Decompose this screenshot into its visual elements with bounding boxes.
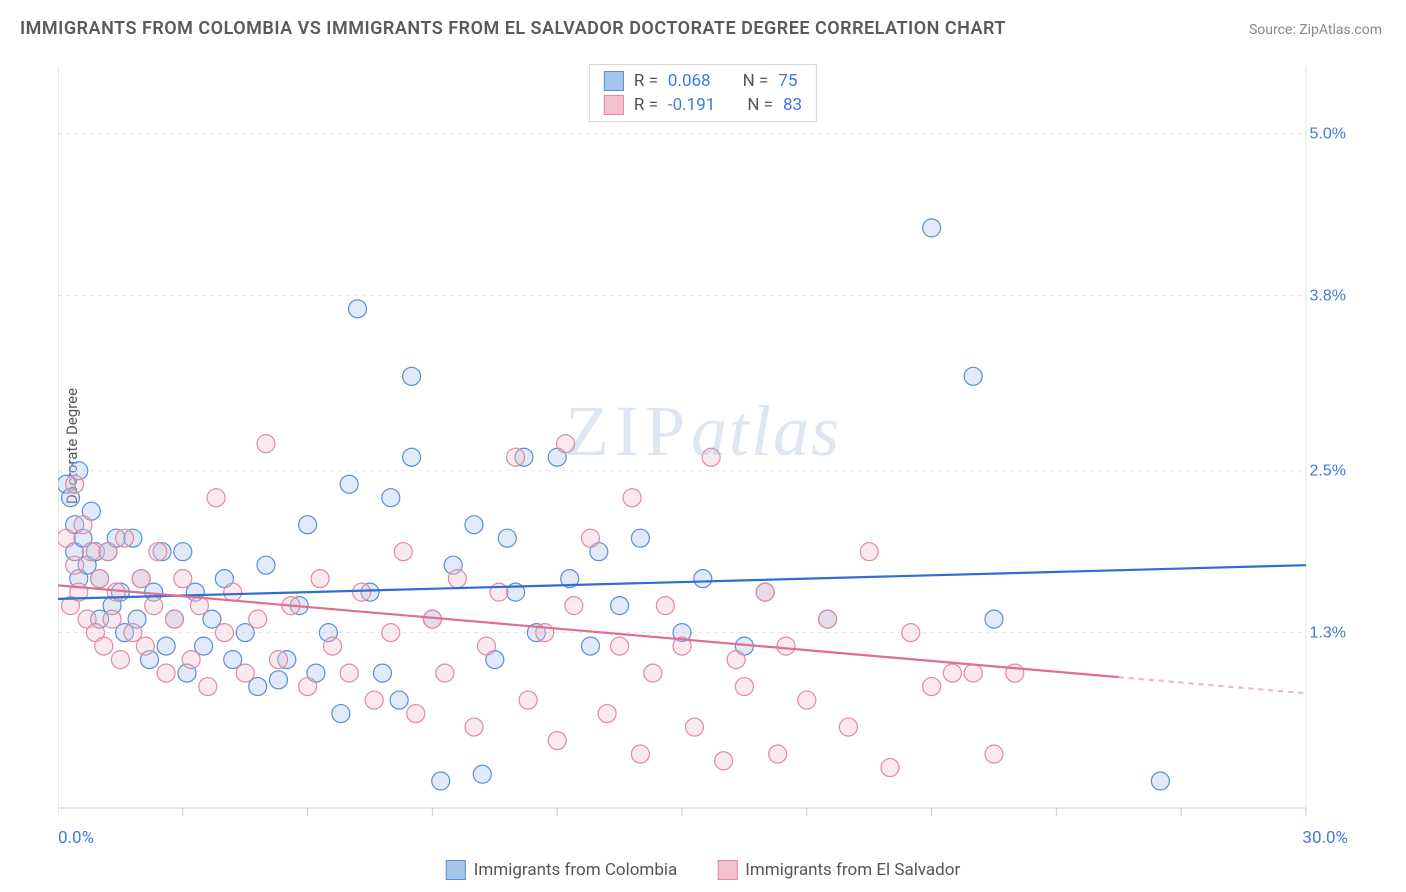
n-value-elsalvador: 83 [783,95,802,115]
source-prefix: Source: [1249,22,1299,38]
n-label: N = [743,71,769,91]
n-label: N = [747,95,773,115]
r-value-colombia: 0.068 [668,71,711,91]
svg-text:5.0%: 5.0% [1310,125,1346,142]
r-label: R = [634,71,658,91]
scatter-chart-svg: 1.3% 2.5% 3.8% 5.0% [58,60,1348,820]
r-value-elsalvador: -0.191 [668,95,715,115]
bottom-legend: Immigrants from Colombia Immigrants from… [446,860,960,880]
svg-text:1.3%: 1.3% [1310,625,1346,642]
chart-title: IMMIGRANTS FROM COLOMBIA VS IMMIGRANTS F… [20,18,1006,39]
source-link[interactable]: ZipAtlas.com [1299,22,1382,38]
x-axis-max-label: 30.0% [1302,828,1348,848]
r-label: R = [634,95,658,115]
legend-label-elsalvador: Immigrants from El Salvador [745,860,960,880]
swatch-elsalvador [604,95,624,115]
legend-item-colombia: Immigrants from Colombia [446,860,678,880]
swatch-elsalvador [717,860,737,880]
x-axis-min-label: 0.0% [58,828,94,848]
svg-text:3.8%: 3.8% [1310,287,1346,304]
source-attribution: Source: ZipAtlas.com [1249,22,1382,38]
legend-label-colombia: Immigrants from Colombia [474,860,678,880]
swatch-colombia [604,71,624,91]
stats-row-colombia: R = 0.068 N = 75 [604,71,802,91]
n-value-colombia: 75 [778,71,797,91]
stats-legend: R = 0.068 N = 75 R = -0.191 N = 83 [589,64,817,122]
swatch-colombia [446,860,466,880]
svg-text:2.5%: 2.5% [1310,463,1346,480]
legend-item-elsalvador: Immigrants from El Salvador [717,860,960,880]
chart-area: 1.3%2.5%3.8%5.0% ZIPatlas [58,60,1348,820]
stats-row-elsalvador: R = -0.191 N = 83 [604,95,802,115]
